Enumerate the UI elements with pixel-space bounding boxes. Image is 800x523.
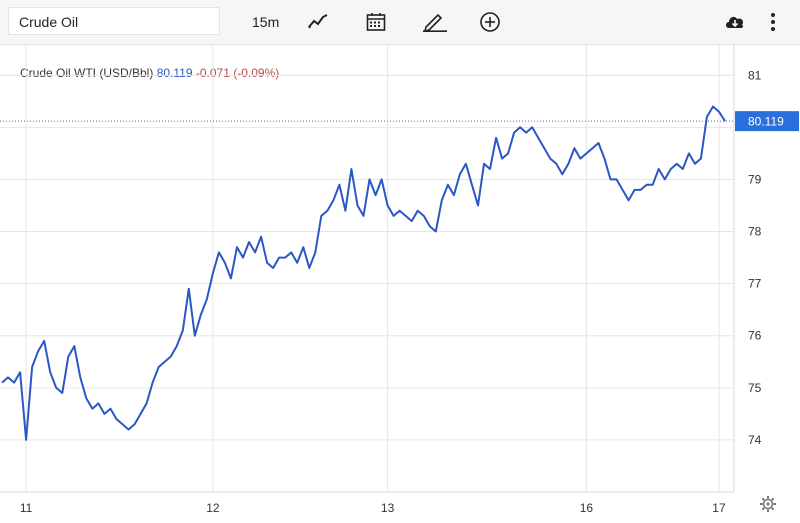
- time-axis: 11 12 13 16 17: [0, 491, 734, 515]
- chart-grid: [0, 44, 734, 492]
- interval-selector[interactable]: 15m: [252, 14, 280, 30]
- y-tick-label: 77: [748, 277, 762, 291]
- price-series: [1, 105, 726, 441]
- legend-symbol-name: Crude Oil WTI (USD/Bbl): [20, 66, 154, 80]
- legend-price: 80.119: [156, 66, 193, 80]
- x-tick-label: 11: [20, 501, 33, 515]
- x-tick-label: 17: [712, 501, 726, 515]
- x-tick-label: 16: [580, 501, 594, 515]
- y-tick-label: 79: [748, 172, 762, 186]
- price-axis: 74 75 76 77 78 79 81: [733, 44, 762, 492]
- y-tick-label: 75: [748, 381, 762, 395]
- last-price-tag-label: 80.119: [748, 115, 784, 129]
- x-tick-label: 12: [206, 501, 220, 515]
- price-line: [1, 105, 726, 441]
- pencil-icon[interactable]: [422, 8, 448, 36]
- symbol-search-input[interactable]: Crude Oil: [8, 7, 220, 35]
- chart-legend: Crude Oil WTI (USD/Bbl) 80.119 -0.071 (-…: [20, 66, 279, 80]
- settings-gear-icon[interactable]: [760, 496, 776, 512]
- price-chart[interactable]: 74 75 76 77 78 79 81 11 12 13 16 17 80.119: [0, 44, 800, 523]
- y-tick-label: 76: [748, 329, 762, 343]
- cloud-download-icon[interactable]: [724, 8, 746, 36]
- y-tick-label: 78: [748, 225, 762, 239]
- calendar-icon[interactable]: [366, 8, 386, 36]
- line-chart-icon[interactable]: [308, 8, 328, 36]
- last-price-tag: 80.119: [735, 111, 799, 132]
- more-vertical-icon[interactable]: [768, 8, 778, 36]
- plus-circle-icon[interactable]: [479, 8, 501, 36]
- legend-change-percent: (-0.09%): [233, 66, 280, 80]
- y-tick-label: 81: [748, 68, 762, 82]
- last-price-tag-box: [735, 111, 799, 132]
- chart-toolbar: Crude Oil 15m: [0, 0, 800, 45]
- x-tick-label: 13: [381, 501, 395, 515]
- y-tick-label: 74: [748, 433, 762, 447]
